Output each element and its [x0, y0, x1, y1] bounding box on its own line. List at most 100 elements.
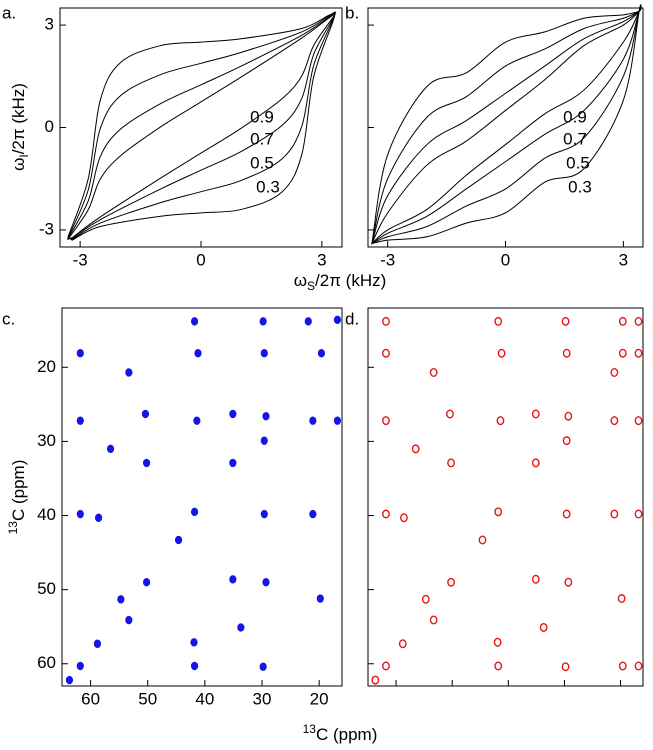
y-tick-label: 30 — [37, 431, 56, 450]
y-tick-label: 40 — [37, 505, 56, 524]
x-tick-label: 0 — [501, 250, 510, 269]
y-axis-label: 13C (ppm) — [6, 460, 28, 535]
peak — [446, 409, 454, 419]
peak — [259, 662, 267, 671]
peak — [317, 349, 326, 358]
label-part: C (ppm) — [316, 725, 377, 744]
y-axis-label: ωI/2π (kHz) — [9, 83, 31, 171]
peak — [259, 317, 267, 326]
peak — [76, 661, 84, 671]
contour-label: 0.3 — [256, 177, 280, 196]
contour-line — [67, 11, 336, 241]
peak — [174, 535, 183, 545]
x-tick-label: 40 — [195, 689, 214, 708]
plot-frame — [59, 7, 343, 248]
y-tick-label: -3 — [39, 219, 54, 238]
peak — [382, 348, 390, 358]
contour-label: 0.7 — [563, 129, 587, 148]
peak — [106, 444, 115, 454]
peak — [610, 367, 619, 377]
peak — [562, 436, 571, 446]
x-tick-label: 20 — [310, 689, 329, 708]
x-tick-label: 50 — [138, 689, 157, 708]
peak — [447, 458, 455, 468]
contour-line — [371, 8, 642, 244]
peak — [65, 675, 74, 685]
peak — [260, 436, 268, 445]
contour-line — [67, 12, 336, 239]
peak — [561, 316, 570, 326]
peak — [125, 368, 133, 377]
peak — [382, 316, 390, 326]
x-tick-label: 3 — [317, 250, 326, 269]
contour-line — [66, 12, 336, 241]
peak — [190, 317, 199, 326]
peak — [478, 535, 487, 545]
label-part: ω — [294, 271, 307, 290]
peak — [262, 578, 270, 587]
peak — [333, 315, 342, 325]
peak — [634, 416, 643, 426]
peak — [494, 661, 503, 671]
peak — [496, 416, 505, 426]
peak — [76, 416, 84, 425]
x-tick-label: -3 — [73, 250, 88, 269]
peak — [562, 348, 571, 358]
peak — [429, 367, 438, 377]
x-tick-label: -3 — [380, 250, 395, 269]
label-sub: I — [17, 154, 31, 157]
peak — [531, 409, 540, 419]
peak — [398, 639, 407, 649]
peak — [411, 444, 420, 454]
peak — [618, 316, 627, 326]
contour-label: 0.3 — [568, 177, 592, 196]
peak — [309, 509, 317, 519]
y-tick-label: 20 — [37, 357, 56, 376]
peak — [260, 509, 268, 519]
peak — [262, 412, 270, 421]
peak — [304, 317, 312, 326]
peak — [76, 349, 84, 358]
x-tick-label: 60 — [81, 689, 100, 708]
label-part: C (ppm) — [9, 460, 28, 521]
peak — [141, 409, 150, 419]
label-part: /2π (kHz) — [9, 83, 28, 154]
panel-label: a. — [2, 3, 16, 22]
peak — [229, 409, 237, 419]
x-axis-label: ωS/2π (kHz) — [294, 271, 387, 293]
label-sup: 13 — [6, 521, 20, 535]
panel: b.-3 0 30.90.70.50.3 — [345, 3, 644, 269]
peak — [229, 458, 237, 468]
peak — [634, 316, 643, 326]
peak — [617, 594, 626, 604]
peak — [634, 509, 643, 519]
label-part: /2π (kHz) — [315, 271, 386, 290]
peak — [421, 594, 430, 604]
plot-frame — [367, 7, 644, 248]
peak — [618, 348, 627, 358]
contour-line — [371, 4, 642, 245]
y-tick-label: 0 — [45, 117, 54, 136]
peak — [400, 513, 408, 523]
peak — [193, 416, 201, 425]
contour-label: 0.7 — [250, 129, 274, 148]
peak — [229, 575, 237, 584]
peak — [618, 661, 627, 671]
peak — [309, 416, 317, 425]
peak — [333, 416, 342, 425]
peak — [94, 513, 103, 522]
peak — [447, 577, 455, 587]
x-axis-label: 13C (ppm) — [303, 722, 378, 744]
contour-label: 0.5 — [566, 153, 590, 172]
panel-label: c. — [2, 309, 15, 328]
contour-line — [67, 11, 336, 241]
label-part: ω — [9, 158, 28, 171]
peak — [142, 578, 151, 587]
peak — [539, 622, 548, 632]
peak — [493, 637, 502, 647]
x-tick-label: 30 — [253, 689, 272, 708]
peak — [382, 661, 390, 671]
peak — [497, 348, 506, 358]
